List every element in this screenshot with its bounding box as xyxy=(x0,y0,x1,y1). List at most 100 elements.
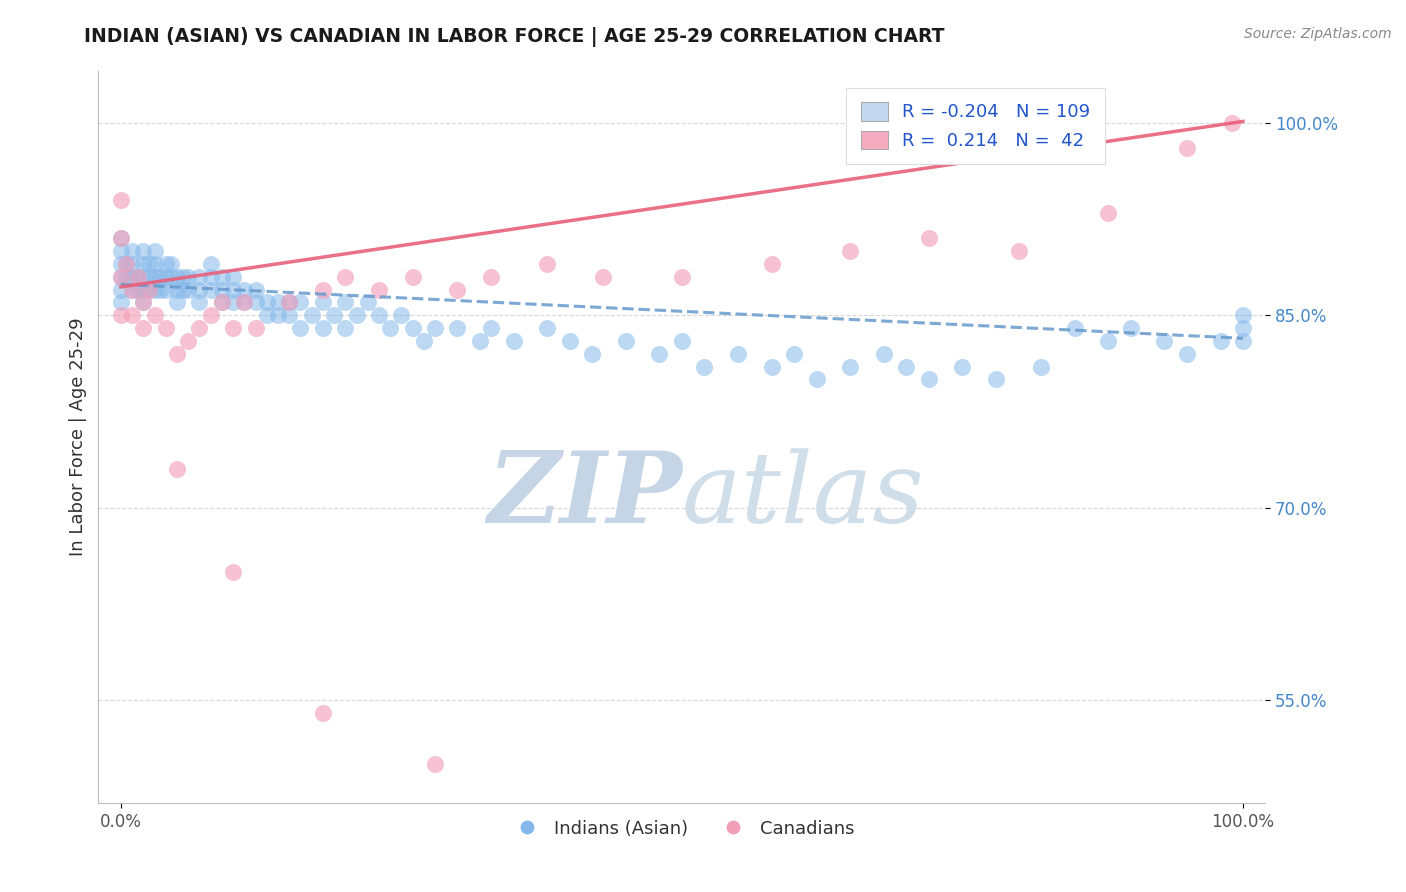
Text: atlas: atlas xyxy=(682,448,925,543)
Point xyxy=(121,244,143,258)
Point xyxy=(783,346,806,360)
Point xyxy=(121,283,143,297)
Point xyxy=(160,257,183,271)
Text: ZIP: ZIP xyxy=(486,448,682,544)
Point xyxy=(368,308,391,322)
Point xyxy=(200,257,222,271)
Point xyxy=(278,295,301,310)
Point xyxy=(138,257,160,271)
Point xyxy=(200,269,222,284)
Point xyxy=(267,308,290,322)
Point xyxy=(335,269,357,284)
Point xyxy=(312,295,335,310)
Point xyxy=(172,269,194,284)
Point xyxy=(110,193,132,207)
Point xyxy=(839,244,862,258)
Point xyxy=(110,295,132,310)
Point xyxy=(115,269,138,284)
Point xyxy=(143,269,166,284)
Point xyxy=(121,257,143,271)
Point xyxy=(245,321,267,335)
Point xyxy=(188,269,211,284)
Point xyxy=(222,321,245,335)
Point xyxy=(127,269,149,284)
Point xyxy=(536,257,558,271)
Point xyxy=(127,283,149,297)
Point xyxy=(389,308,412,322)
Point xyxy=(110,269,132,284)
Point xyxy=(211,295,233,310)
Point xyxy=(222,295,245,310)
Point xyxy=(896,359,918,374)
Point xyxy=(166,346,188,360)
Point xyxy=(155,257,177,271)
Point xyxy=(1029,359,1052,374)
Point xyxy=(155,283,177,297)
Legend: Indians (Asian), Canadians: Indians (Asian), Canadians xyxy=(502,813,862,845)
Point xyxy=(245,295,267,310)
Point xyxy=(1097,205,1119,219)
Point xyxy=(335,321,357,335)
Point xyxy=(839,359,862,374)
Y-axis label: In Labor Force | Age 25-29: In Labor Force | Age 25-29 xyxy=(69,318,87,557)
Point xyxy=(143,257,166,271)
Point xyxy=(446,283,468,297)
Point xyxy=(1007,244,1029,258)
Point xyxy=(222,269,245,284)
Point xyxy=(918,231,941,245)
Point xyxy=(312,321,335,335)
Point xyxy=(1119,321,1142,335)
Point xyxy=(188,295,211,310)
Point xyxy=(138,269,160,284)
Point xyxy=(614,334,637,348)
Point xyxy=(132,321,155,335)
Point xyxy=(1220,116,1243,130)
Point xyxy=(267,295,290,310)
Point xyxy=(1232,334,1254,348)
Point xyxy=(155,269,177,284)
Point xyxy=(138,283,160,297)
Point xyxy=(166,462,188,476)
Point xyxy=(378,321,402,335)
Point xyxy=(1209,334,1232,348)
Point xyxy=(806,372,828,386)
Point xyxy=(160,269,183,284)
Point xyxy=(200,283,222,297)
Point xyxy=(110,283,132,297)
Point xyxy=(110,269,132,284)
Point xyxy=(1232,321,1254,335)
Point xyxy=(423,321,446,335)
Point xyxy=(143,308,166,322)
Point xyxy=(1153,334,1175,348)
Point xyxy=(121,269,143,284)
Point xyxy=(155,321,177,335)
Point xyxy=(312,706,335,720)
Point xyxy=(200,308,222,322)
Point xyxy=(479,269,502,284)
Point xyxy=(166,269,188,284)
Point xyxy=(110,231,132,245)
Point xyxy=(121,283,143,297)
Point xyxy=(233,283,256,297)
Point xyxy=(648,346,671,360)
Point xyxy=(401,321,423,335)
Point xyxy=(984,372,1007,386)
Point xyxy=(115,257,138,271)
Point xyxy=(918,372,941,386)
Point xyxy=(211,295,233,310)
Point xyxy=(115,257,138,271)
Point xyxy=(335,295,357,310)
Point xyxy=(233,295,256,310)
Point xyxy=(166,295,188,310)
Point xyxy=(177,269,200,284)
Point xyxy=(149,269,172,284)
Point xyxy=(1175,141,1198,155)
Point xyxy=(693,359,716,374)
Point xyxy=(401,269,423,284)
Point xyxy=(143,283,166,297)
Point xyxy=(143,244,166,258)
Point xyxy=(132,244,155,258)
Point xyxy=(346,308,368,322)
Point xyxy=(132,295,155,310)
Point xyxy=(211,269,233,284)
